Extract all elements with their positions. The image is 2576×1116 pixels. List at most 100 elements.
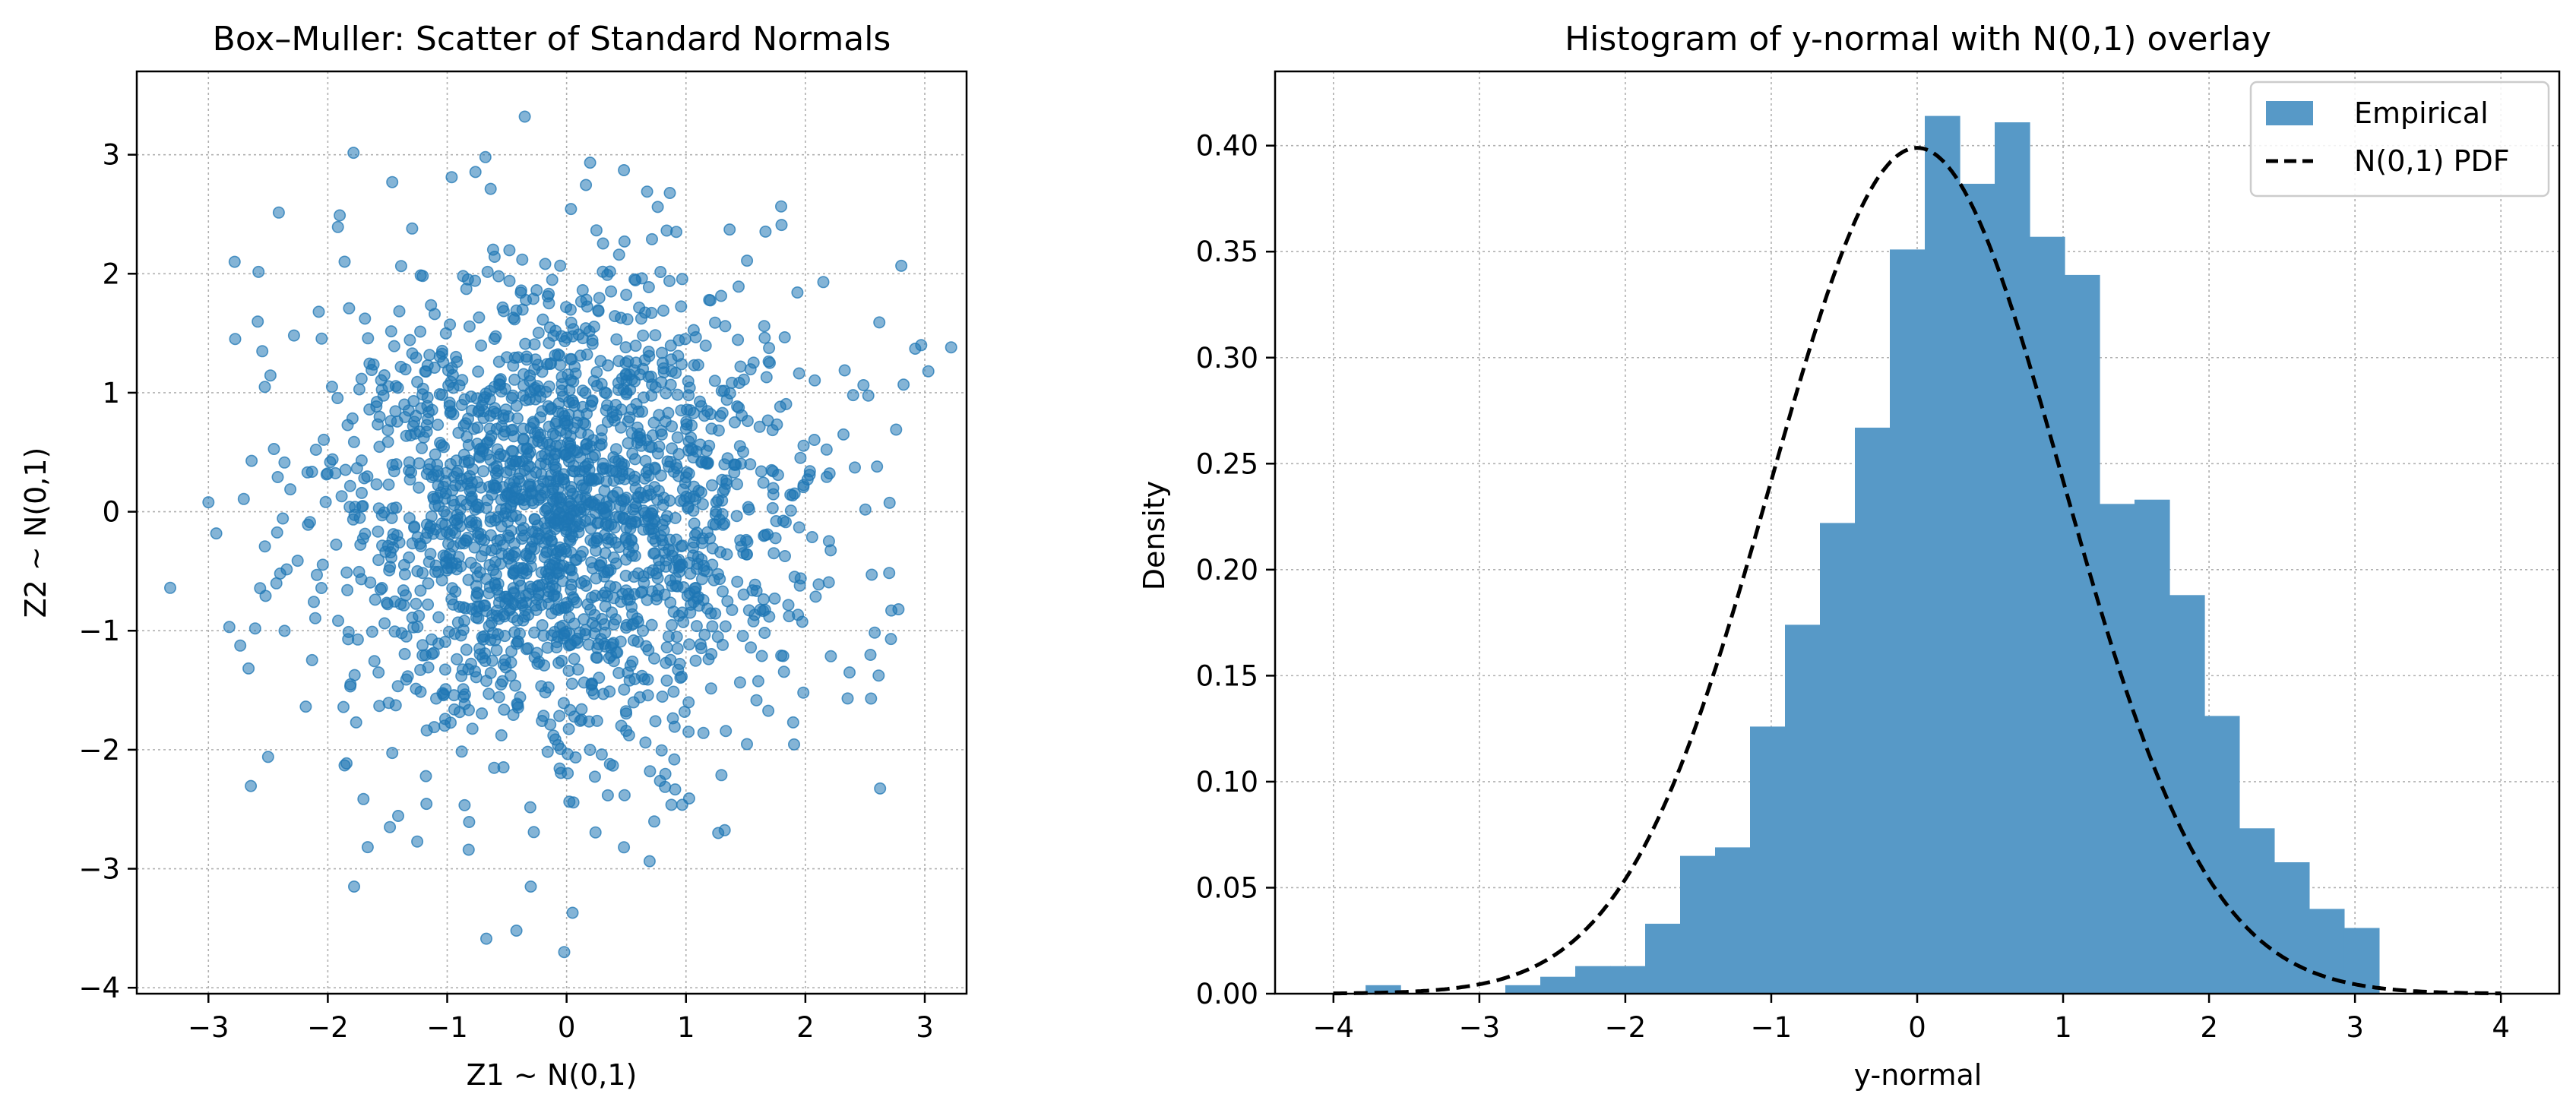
scatter-point: [372, 525, 385, 538]
scatter-point: [375, 374, 388, 387]
scatter-point: [438, 505, 451, 518]
scatter-point: [378, 617, 391, 630]
histogram-bar: [2343, 928, 2380, 994]
scatter-point: [331, 391, 344, 404]
scatter-point: [869, 626, 881, 639]
scatter-point: [390, 501, 403, 514]
histogram-x-tick-label: −3: [1459, 1011, 1501, 1044]
scatter-point: [510, 455, 523, 468]
scatter-point: [548, 589, 561, 602]
scatter-point: [620, 618, 633, 631]
scatter-point: [413, 609, 426, 622]
scatter-x-tick-label: 0: [558, 1011, 576, 1044]
scatter-point: [457, 270, 470, 283]
scatter-point: [362, 332, 375, 345]
scatter-point: [503, 244, 516, 257]
scatter-point: [510, 482, 523, 495]
scatter-point: [537, 710, 550, 722]
scatter-point: [744, 458, 757, 471]
scatter-point: [669, 366, 682, 379]
scatter-point: [767, 482, 780, 495]
scatter-point: [270, 577, 283, 590]
scatter-point: [659, 767, 672, 780]
scatter-y-tick-label: 1: [102, 377, 120, 409]
histogram-bar: [1645, 923, 1681, 994]
histogram-x-tick-label: −2: [1605, 1011, 1647, 1044]
scatter-point: [391, 529, 403, 542]
scatter-point: [458, 393, 471, 406]
scatter-point: [455, 745, 468, 758]
scatter-point: [578, 465, 591, 478]
scatter-point: [315, 581, 328, 594]
scatter-point: [355, 372, 368, 385]
scatter-point: [341, 583, 354, 596]
scatter-point: [462, 843, 475, 856]
scatter-point: [581, 300, 593, 313]
scatter-point: [473, 311, 486, 324]
scatter-point: [554, 259, 567, 272]
scatter-point: [549, 602, 562, 615]
scatter-point: [228, 255, 241, 268]
scatter-point: [385, 415, 397, 428]
scatter-point: [411, 564, 424, 577]
scatter-point: [584, 743, 597, 756]
scatter-point: [435, 344, 448, 357]
scatter-point: [578, 443, 591, 456]
scatter-point: [629, 340, 642, 353]
scatter-point: [391, 810, 404, 823]
scatter-y-tick-label: −3: [78, 853, 120, 886]
scatter-point: [423, 349, 436, 362]
scatter-point: [436, 687, 449, 700]
scatter-point: [555, 543, 568, 556]
scatter-point: [210, 527, 223, 540]
scatter-point: [340, 566, 353, 579]
scatter-point: [655, 346, 668, 359]
scatter-point: [562, 722, 575, 735]
scatter-point: [532, 326, 545, 339]
scatter-point: [357, 792, 370, 805]
scatter-point: [690, 620, 703, 633]
scatter-point: [492, 577, 505, 590]
scatter-point: [409, 427, 422, 440]
scatter-point: [755, 465, 767, 478]
scatter-point: [325, 381, 338, 394]
scatter-point: [567, 323, 580, 336]
scatter-point: [460, 283, 473, 296]
scatter-point: [469, 274, 482, 287]
histogram-y-tick-label: 0.35: [1196, 236, 1258, 268]
histogram-x-tick-label: 2: [2200, 1011, 2218, 1044]
scatter-point: [732, 334, 745, 346]
scatter-point: [484, 182, 497, 195]
scatter-point: [411, 835, 424, 848]
scatter-point: [605, 650, 618, 662]
scatter-point: [597, 237, 609, 250]
scatter-point: [657, 366, 670, 379]
scatter-point: [587, 451, 600, 463]
scatter-point: [439, 550, 452, 563]
scatter-point: [284, 483, 297, 496]
scatter-point: [425, 510, 438, 523]
scatter-point: [651, 571, 664, 584]
scatter-point: [555, 384, 568, 397]
scatter-point: [299, 700, 312, 713]
scatter-point: [703, 439, 716, 452]
scatter-point: [451, 653, 464, 665]
scatter-point: [490, 422, 503, 435]
scatter-point: [665, 618, 678, 631]
scatter-point: [667, 605, 680, 618]
scatter-point: [413, 481, 426, 494]
scatter-point: [518, 610, 531, 623]
scatter-point: [525, 541, 538, 554]
scatter-point: [619, 553, 632, 566]
scatter-point: [386, 175, 399, 188]
scatter-point: [572, 520, 585, 533]
scatter-point: [599, 506, 612, 519]
scatter-point: [388, 465, 400, 478]
scatter-y-tick-label: 3: [102, 139, 120, 172]
scatter-point: [557, 697, 570, 710]
scatter-point: [508, 373, 521, 386]
histogram-bars: [1366, 115, 2380, 994]
scatter-point: [438, 635, 451, 648]
scatter-point: [651, 201, 664, 213]
scatter-point: [307, 596, 320, 609]
